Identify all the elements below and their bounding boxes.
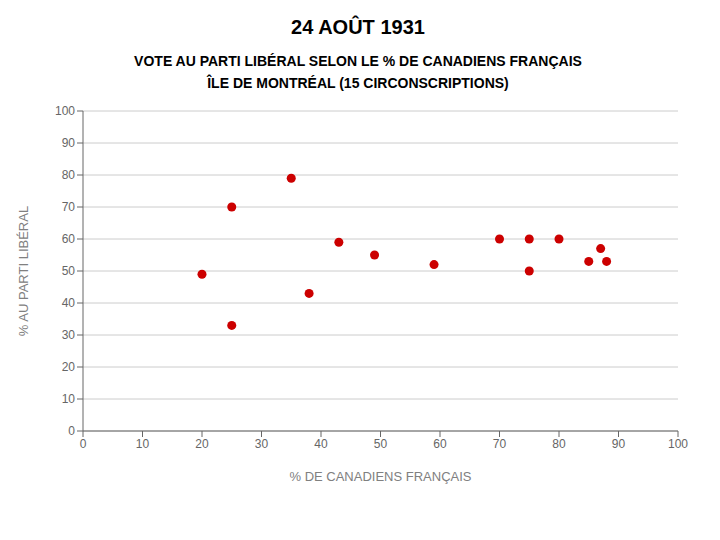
svg-text:40: 40: [62, 296, 76, 310]
svg-text:% DE CANADIENS FRANÇAIS: % DE CANADIENS FRANÇAIS: [289, 469, 471, 484]
svg-text:100: 100: [55, 104, 75, 118]
svg-text:0: 0: [80, 437, 87, 451]
svg-text:90: 90: [612, 437, 626, 451]
svg-text:70: 70: [493, 437, 507, 451]
html-text:24 AOÛT 1931: 24 AOÛT 1931: [291, 16, 425, 38]
html-text:VOTE AU PARTI LIBÉRAL SELON LE: VOTE AU PARTI LIBÉRAL SELON LE % DE CANA…: [134, 53, 582, 69]
svg-text:60: 60: [433, 437, 447, 451]
svg-text:20: 20: [195, 437, 209, 451]
svg-text:30: 30: [62, 328, 76, 342]
svg-text:30: 30: [255, 437, 269, 451]
svg-text:20: 20: [62, 360, 76, 374]
svg-text:50: 50: [374, 437, 388, 451]
svg-text:10: 10: [136, 437, 150, 451]
html-text:ÎLE DE MONTRÉAL (15 CIRCONSCRI: ÎLE DE MONTRÉAL (15 CIRCONSCRIPTIONS): [207, 75, 509, 91]
svg-text:70: 70: [62, 200, 76, 214]
svg-text:80: 80: [62, 168, 76, 182]
svg-text:40: 40: [314, 437, 328, 451]
svg-text:100: 100: [668, 437, 688, 451]
svg-text:10: 10: [62, 392, 76, 406]
svg-text:80: 80: [552, 437, 566, 451]
svg-text:50: 50: [62, 264, 76, 278]
svg-text:0: 0: [68, 424, 75, 438]
svg-text:% AU PARTI LIBÉRAL: % AU PARTI LIBÉRAL: [16, 206, 31, 336]
svg-text:60: 60: [62, 232, 76, 246]
svg-text:90: 90: [62, 136, 76, 150]
